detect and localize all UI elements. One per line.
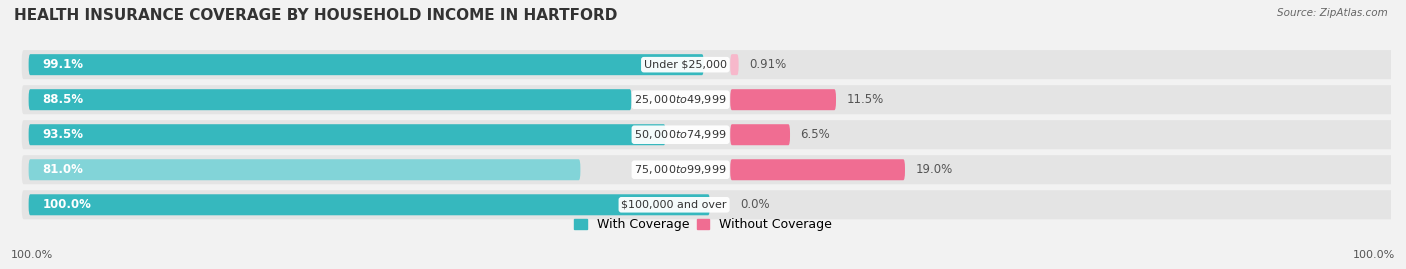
Text: 100.0%: 100.0% <box>1353 250 1395 260</box>
Text: $100,000 and over: $100,000 and over <box>621 200 727 210</box>
Text: 100.0%: 100.0% <box>11 250 53 260</box>
Text: 19.0%: 19.0% <box>915 163 952 176</box>
FancyBboxPatch shape <box>28 54 703 75</box>
Text: $25,000 to $49,999: $25,000 to $49,999 <box>634 93 727 106</box>
Text: 99.1%: 99.1% <box>42 58 83 71</box>
Text: 100.0%: 100.0% <box>42 198 91 211</box>
Text: 11.5%: 11.5% <box>846 93 883 106</box>
Text: 81.0%: 81.0% <box>42 163 83 176</box>
FancyBboxPatch shape <box>28 89 631 110</box>
FancyBboxPatch shape <box>21 50 1398 79</box>
FancyBboxPatch shape <box>730 89 837 110</box>
FancyBboxPatch shape <box>730 54 738 75</box>
FancyBboxPatch shape <box>730 124 790 145</box>
FancyBboxPatch shape <box>28 124 665 145</box>
Text: 88.5%: 88.5% <box>42 93 83 106</box>
Text: HEALTH INSURANCE COVERAGE BY HOUSEHOLD INCOME IN HARTFORD: HEALTH INSURANCE COVERAGE BY HOUSEHOLD I… <box>14 8 617 23</box>
Text: Source: ZipAtlas.com: Source: ZipAtlas.com <box>1277 8 1388 18</box>
FancyBboxPatch shape <box>21 190 1398 219</box>
Text: 0.0%: 0.0% <box>741 198 770 211</box>
Text: Under $25,000: Under $25,000 <box>644 60 727 70</box>
FancyBboxPatch shape <box>21 155 1398 184</box>
Text: $75,000 to $99,999: $75,000 to $99,999 <box>634 163 727 176</box>
Text: $50,000 to $74,999: $50,000 to $74,999 <box>634 128 727 141</box>
Legend: With Coverage, Without Coverage: With Coverage, Without Coverage <box>569 213 837 236</box>
FancyBboxPatch shape <box>730 159 905 180</box>
FancyBboxPatch shape <box>21 85 1398 114</box>
FancyBboxPatch shape <box>28 159 581 180</box>
Text: 0.91%: 0.91% <box>749 58 786 71</box>
Text: 6.5%: 6.5% <box>800 128 830 141</box>
FancyBboxPatch shape <box>28 194 710 215</box>
Text: 93.5%: 93.5% <box>42 128 83 141</box>
FancyBboxPatch shape <box>21 120 1398 149</box>
